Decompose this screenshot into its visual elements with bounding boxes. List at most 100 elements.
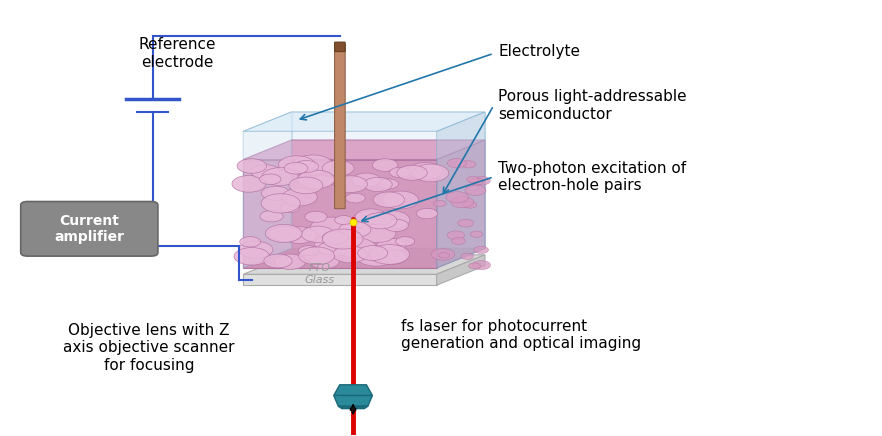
Circle shape bbox=[342, 246, 363, 256]
Circle shape bbox=[447, 159, 467, 168]
Circle shape bbox=[452, 238, 466, 245]
Circle shape bbox=[363, 177, 392, 191]
FancyBboxPatch shape bbox=[334, 42, 345, 51]
Circle shape bbox=[377, 179, 399, 189]
Circle shape bbox=[305, 211, 327, 222]
Circle shape bbox=[372, 159, 398, 171]
Circle shape bbox=[251, 165, 280, 179]
Circle shape bbox=[261, 186, 290, 200]
Circle shape bbox=[364, 213, 397, 229]
Text: fs laser for photocurrent
generation and optical imaging: fs laser for photocurrent generation and… bbox=[401, 319, 641, 351]
Circle shape bbox=[339, 221, 371, 238]
Circle shape bbox=[434, 200, 446, 207]
Circle shape bbox=[282, 227, 317, 243]
Circle shape bbox=[284, 163, 308, 174]
Circle shape bbox=[259, 174, 280, 184]
Circle shape bbox=[445, 191, 468, 203]
Circle shape bbox=[352, 211, 391, 230]
Text: Reference
electrode: Reference electrode bbox=[138, 37, 216, 70]
Circle shape bbox=[465, 185, 486, 195]
Polygon shape bbox=[437, 112, 485, 268]
Text: Current
amplifier: Current amplifier bbox=[55, 214, 124, 244]
Circle shape bbox=[333, 176, 368, 193]
Circle shape bbox=[269, 226, 301, 242]
Circle shape bbox=[468, 263, 481, 269]
Circle shape bbox=[310, 217, 351, 237]
Polygon shape bbox=[333, 395, 372, 406]
Circle shape bbox=[281, 188, 318, 206]
Circle shape bbox=[302, 226, 334, 242]
Circle shape bbox=[467, 177, 479, 182]
Circle shape bbox=[447, 231, 465, 239]
Circle shape bbox=[262, 168, 298, 186]
Circle shape bbox=[260, 211, 283, 222]
Text: Electrolyte: Electrolyte bbox=[498, 44, 580, 59]
Text: Porous light-addressable
semiconductor: Porous light-addressable semiconductor bbox=[498, 89, 687, 122]
Polygon shape bbox=[243, 112, 292, 268]
Circle shape bbox=[358, 224, 396, 242]
Circle shape bbox=[261, 194, 300, 213]
Circle shape bbox=[470, 178, 483, 185]
Circle shape bbox=[279, 156, 315, 174]
Circle shape bbox=[352, 173, 381, 187]
Circle shape bbox=[413, 164, 449, 182]
Circle shape bbox=[280, 203, 299, 213]
Circle shape bbox=[458, 219, 474, 227]
Circle shape bbox=[232, 175, 265, 192]
Polygon shape bbox=[333, 385, 372, 395]
Circle shape bbox=[370, 245, 409, 264]
Circle shape bbox=[240, 237, 260, 247]
Circle shape bbox=[363, 245, 385, 257]
Circle shape bbox=[464, 201, 477, 208]
Polygon shape bbox=[437, 140, 485, 268]
FancyBboxPatch shape bbox=[21, 201, 158, 256]
Circle shape bbox=[318, 242, 348, 256]
Circle shape bbox=[341, 229, 360, 238]
Circle shape bbox=[461, 253, 474, 259]
Circle shape bbox=[322, 229, 363, 249]
Circle shape bbox=[334, 215, 353, 225]
Circle shape bbox=[438, 252, 450, 258]
Circle shape bbox=[390, 167, 411, 177]
Circle shape bbox=[384, 219, 408, 232]
Circle shape bbox=[265, 225, 303, 242]
Circle shape bbox=[234, 248, 269, 265]
Circle shape bbox=[396, 237, 415, 246]
Circle shape bbox=[336, 238, 377, 258]
Polygon shape bbox=[243, 140, 485, 160]
Circle shape bbox=[431, 249, 455, 260]
Circle shape bbox=[470, 231, 482, 237]
Circle shape bbox=[322, 160, 354, 176]
Text: FTO: FTO bbox=[309, 263, 331, 273]
Polygon shape bbox=[243, 274, 437, 285]
Circle shape bbox=[299, 247, 334, 265]
Circle shape bbox=[451, 197, 474, 208]
Polygon shape bbox=[339, 406, 368, 409]
Polygon shape bbox=[243, 112, 485, 131]
Circle shape bbox=[377, 250, 407, 264]
Circle shape bbox=[472, 261, 490, 269]
Circle shape bbox=[377, 238, 406, 252]
Circle shape bbox=[310, 254, 340, 269]
Polygon shape bbox=[243, 160, 437, 268]
Circle shape bbox=[368, 213, 392, 225]
Circle shape bbox=[382, 191, 418, 209]
Circle shape bbox=[322, 232, 348, 244]
Circle shape bbox=[333, 246, 367, 263]
Circle shape bbox=[358, 245, 388, 260]
Text: Two-photon excitation of
electron-hole pairs: Two-photon excitation of electron-hole p… bbox=[498, 160, 686, 193]
Circle shape bbox=[373, 192, 405, 208]
Circle shape bbox=[304, 252, 325, 262]
FancyBboxPatch shape bbox=[334, 44, 345, 209]
Text: Objective lens with Z
axis objective scanner
for focusing: Objective lens with Z axis objective sca… bbox=[64, 323, 235, 373]
Circle shape bbox=[473, 177, 490, 185]
Circle shape bbox=[346, 193, 365, 203]
Circle shape bbox=[289, 177, 323, 194]
Circle shape bbox=[264, 254, 292, 268]
Circle shape bbox=[274, 254, 306, 269]
Circle shape bbox=[298, 245, 318, 255]
Polygon shape bbox=[243, 255, 485, 274]
Circle shape bbox=[311, 176, 333, 186]
Text: Glass: Glass bbox=[304, 275, 335, 285]
Circle shape bbox=[474, 246, 489, 253]
